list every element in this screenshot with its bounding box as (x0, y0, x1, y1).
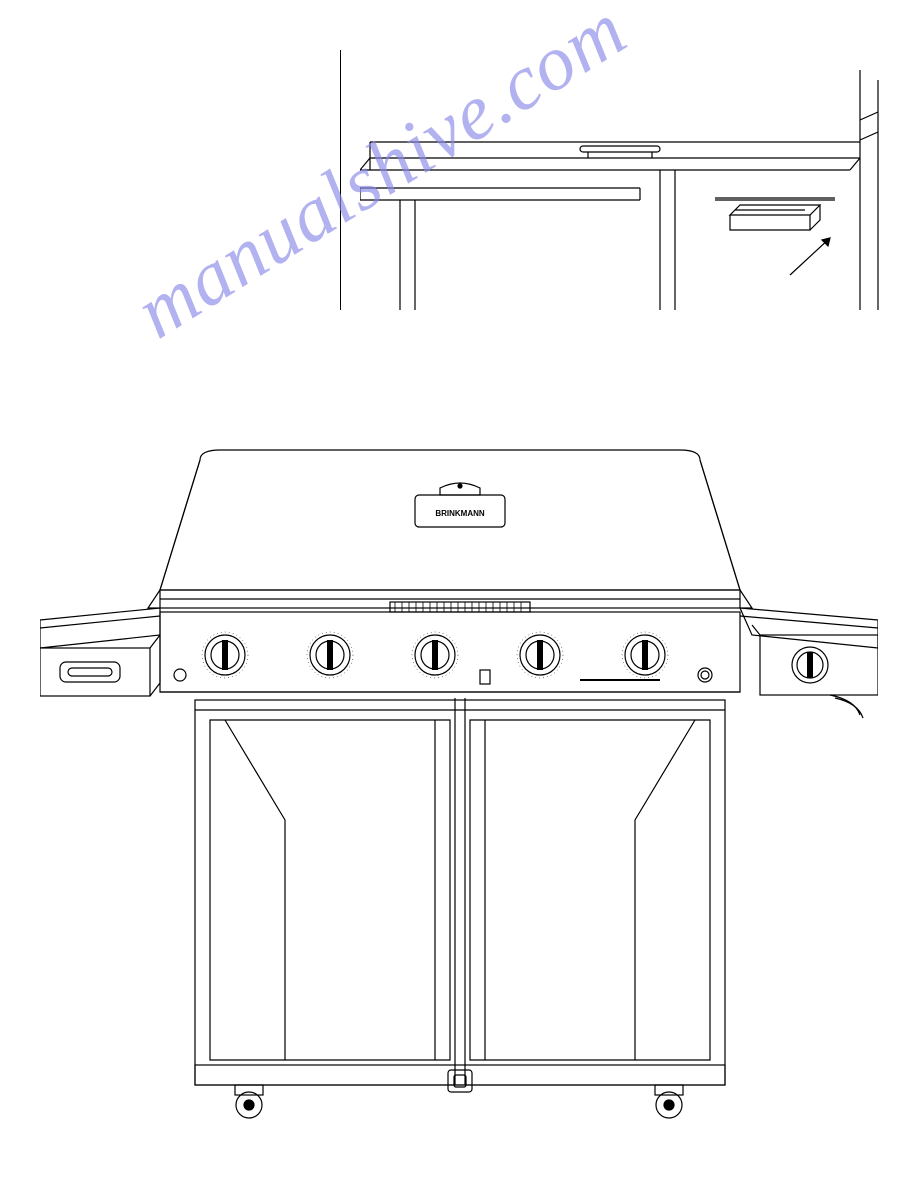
grill-main-svg: BRINKMANN (40, 440, 878, 1120)
caster-wheel (235, 1085, 263, 1118)
control-knob (517, 632, 563, 678)
page-container: manualshive.com BRINKMANN (0, 0, 918, 1188)
caster-wheel (655, 1085, 683, 1118)
control-knob (202, 632, 248, 678)
figure-grill-main: BRINKMANN (40, 440, 878, 1120)
control-knob (412, 632, 458, 678)
grill-detail-svg (360, 70, 900, 320)
vertical-divider (340, 50, 341, 310)
control-knob (307, 632, 353, 678)
figure-grill-detail (360, 70, 900, 320)
top-section (0, 40, 918, 340)
control-knob (622, 632, 668, 678)
brand-label: BRINKMANN (435, 509, 485, 518)
